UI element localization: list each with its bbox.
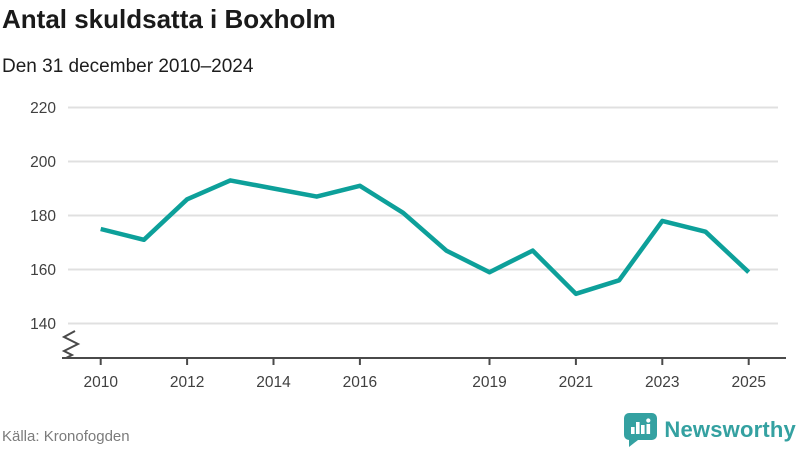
exclamation-bar-icon xyxy=(646,424,651,434)
source-note: Källa: Kronofogden xyxy=(2,428,130,445)
chart-title: Antal skuldsatta i Boxholm xyxy=(2,4,336,34)
y-tick-label-200: 200 xyxy=(30,154,56,171)
line-chart: 140 160 180 200 220 2010 2012 2014 2016 2019 2021 2… xyxy=(30,100,786,391)
bar-icon-1 xyxy=(631,427,636,434)
newsworthy-bubble-icon xyxy=(624,413,658,447)
y-tick-label-140: 140 xyxy=(30,316,56,333)
y-tick-label-220: 220 xyxy=(30,100,56,117)
bubble-shape xyxy=(624,413,658,447)
y-tick-label-160: 160 xyxy=(30,262,56,279)
x-tick-label-2019: 2019 xyxy=(472,374,506,391)
newsworthy-logo: Newsworthy xyxy=(624,412,796,448)
x-tick-label-2025: 2025 xyxy=(731,374,765,391)
x-tick-label-2014: 2014 xyxy=(256,374,291,391)
x-tick-label-2016: 2016 xyxy=(343,374,377,391)
exclamation-dot-icon xyxy=(646,418,651,423)
data-line-series xyxy=(100,178,751,297)
x-tick-label-2021: 2021 xyxy=(559,374,593,391)
x-tick-label-2010: 2010 xyxy=(83,374,118,391)
y-tick-label-180: 180 xyxy=(30,208,56,225)
y-axis-break-icon xyxy=(61,330,81,359)
bar-icon-3 xyxy=(641,425,646,434)
x-tick-label-2012: 2012 xyxy=(170,374,204,391)
bar-icon-2 xyxy=(636,422,641,434)
x-tick-label-2023: 2023 xyxy=(645,374,679,391)
brand-name: Newsworthy xyxy=(664,417,796,442)
chart-subtitle: Den 31 december 2010–2024 xyxy=(2,56,254,77)
